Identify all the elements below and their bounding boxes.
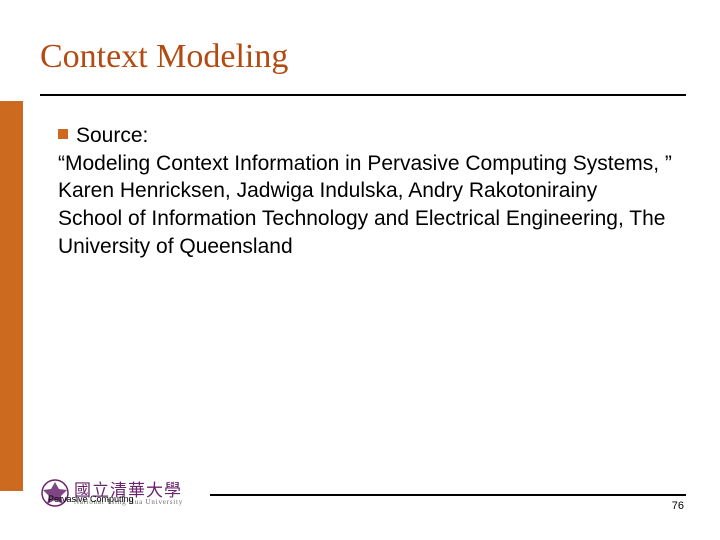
slide: Context Modeling Source: “Modeling Conte… (0, 0, 720, 540)
body-text: Source: “Modeling Context Information in… (58, 122, 672, 261)
bullet-line: Source: (58, 122, 672, 150)
body-line-4: School of Information Technology and Ele… (58, 205, 672, 260)
square-bullet-icon (58, 129, 68, 139)
body-line-2: “Modeling Context Information in Pervasi… (58, 150, 672, 178)
left-accent-bar (0, 101, 23, 491)
body-line-3: Karen Henricksen, Jadwiga Indulska, Andr… (58, 177, 672, 205)
title-underline (40, 94, 686, 96)
page-number: 76 (672, 500, 684, 512)
body-line-1: Source: (76, 122, 148, 150)
footer-label: Pervasive Computing (48, 494, 134, 504)
footer-rule (210, 494, 686, 496)
slide-title: Context Modeling (40, 38, 288, 76)
